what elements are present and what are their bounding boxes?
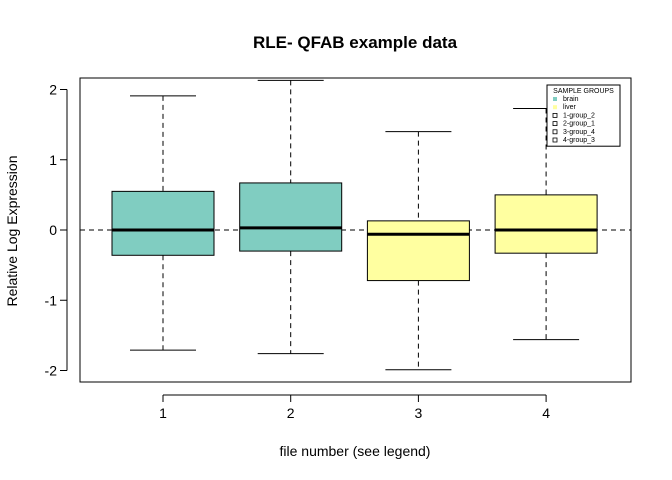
box-1 xyxy=(111,95,215,351)
box-rect-2 xyxy=(239,182,343,252)
legend-swatch-1-group_2 xyxy=(552,113,558,118)
x-tick-label-4: 4 xyxy=(542,405,550,421)
legend-label-1-group_2: 1-group_2 xyxy=(563,112,595,119)
legend-swatch-liver xyxy=(553,105,557,110)
legend-label-4-group_3: 4-group_3 xyxy=(563,137,595,144)
y-tick-label-2: 2 xyxy=(49,82,57,98)
box-4 xyxy=(494,107,598,341)
legend-swatch-brain xyxy=(553,97,557,101)
y-tick-label--1: -1 xyxy=(45,292,58,308)
legend-swatch-4-group_3 xyxy=(552,137,558,143)
legend-title: SAMPLE GROUPS xyxy=(553,88,614,95)
x-tick-label-2: 2 xyxy=(287,405,295,421)
box-3 xyxy=(366,131,470,371)
y-axis-label: Relative Log Expression xyxy=(4,156,20,307)
box-rect-4 xyxy=(494,194,598,254)
y-tick-label-0: 0 xyxy=(49,222,57,238)
legend-label-2-group_1: 2-group_1 xyxy=(563,121,595,128)
chart-title: RLE- QFAB example data xyxy=(253,33,458,52)
legend-label-3-group_4: 3-group_4 xyxy=(563,129,595,136)
box-rect-1 xyxy=(111,190,215,256)
y-tick-label-1: 1 xyxy=(49,152,57,168)
legend-box xyxy=(546,84,621,147)
legend-swatch-3-group_4 xyxy=(552,129,558,135)
x-tick-label-3: 3 xyxy=(415,405,423,421)
box-2 xyxy=(239,79,343,355)
x-tick-label-1: 1 xyxy=(159,405,167,421)
legend-label-liver: liver xyxy=(563,104,577,111)
x-axis-label: file number (see legend) xyxy=(280,443,431,459)
legend-swatch-2-group_1 xyxy=(552,121,558,126)
box-rect-3 xyxy=(366,220,470,282)
legend-label-brain: brain xyxy=(563,96,579,103)
y-tick-label--2: -2 xyxy=(45,363,58,379)
